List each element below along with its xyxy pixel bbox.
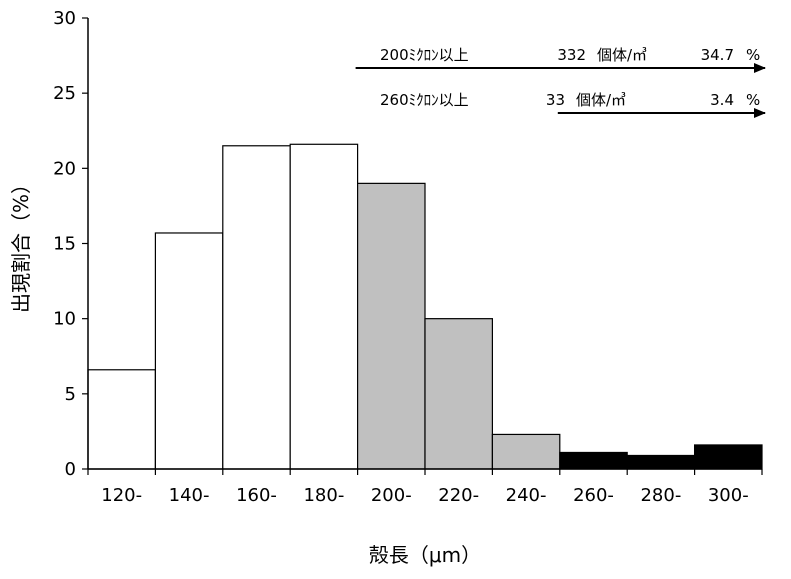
- x-tick-label: 180-: [303, 485, 344, 506]
- bar-160-: [222, 145, 291, 470]
- bars: [87, 143, 763, 470]
- bar-120-: [87, 369, 157, 470]
- y-tick-label: 10: [53, 309, 76, 330]
- x-tick-label: 140-: [169, 485, 210, 506]
- x-tick-label: 260-: [573, 485, 614, 506]
- x-tick-label: 280-: [640, 485, 681, 506]
- bar-260-: [559, 451, 628, 470]
- bar-180-: [289, 143, 359, 470]
- x-tick-label: 300-: [708, 485, 749, 506]
- bar-240-: [491, 433, 561, 470]
- annotation-label: 260ﾐｸﾛﾝ以上: [380, 91, 469, 109]
- y-tick-label: 20: [53, 158, 76, 179]
- annotation-count: 33: [546, 91, 565, 109]
- y-tick-label: 5: [65, 384, 76, 405]
- annotation-percent-unit: %: [746, 91, 760, 109]
- bar-200-: [357, 182, 426, 470]
- y-axis-title: 出現割合（%）: [9, 174, 33, 313]
- annotation-percent: 3.4: [710, 91, 734, 109]
- annotation-percent-unit: %: [746, 46, 760, 64]
- x-tick-label: 200-: [371, 485, 412, 506]
- bar-280-: [626, 454, 696, 470]
- x-tick-label: 120-: [101, 485, 142, 506]
- y-tick-label: 30: [53, 8, 76, 29]
- y-tick-label: 15: [53, 234, 76, 255]
- y-tick-label: 25: [53, 83, 76, 104]
- annotation-label: 200ﾐｸﾛﾝ以上: [380, 46, 469, 64]
- bar-140-: [154, 232, 224, 470]
- y-ticks: 0 5 10 15 20 25 30: [53, 8, 88, 480]
- bar-220-: [424, 318, 494, 470]
- y-tick-label: 0: [65, 459, 76, 480]
- x-tick-label: 160-: [236, 485, 277, 506]
- annotation-percent: 34.7: [701, 46, 734, 64]
- annotation-unit: 個体/㎥: [576, 91, 626, 109]
- x-axis-title: 殻長（μm）: [369, 543, 481, 567]
- x-ticks: 120- 140- 160- 180- 200- 220- 240- 260- 280- 300-: [87, 469, 763, 506]
- bar-300-: [693, 444, 763, 470]
- annotation-count: 332: [557, 46, 586, 64]
- x-tick-label: 240-: [506, 485, 547, 506]
- annotations: 200ﾐｸﾛﾝ以上 332 個体/㎥ 34.7 % 260ﾐｸﾛﾝ以上 33 個体/㎥ 3.4%: [355, 46, 766, 118]
- annotation-unit: 個体/㎥: [597, 46, 647, 64]
- x-tick-label: 220-: [438, 485, 479, 506]
